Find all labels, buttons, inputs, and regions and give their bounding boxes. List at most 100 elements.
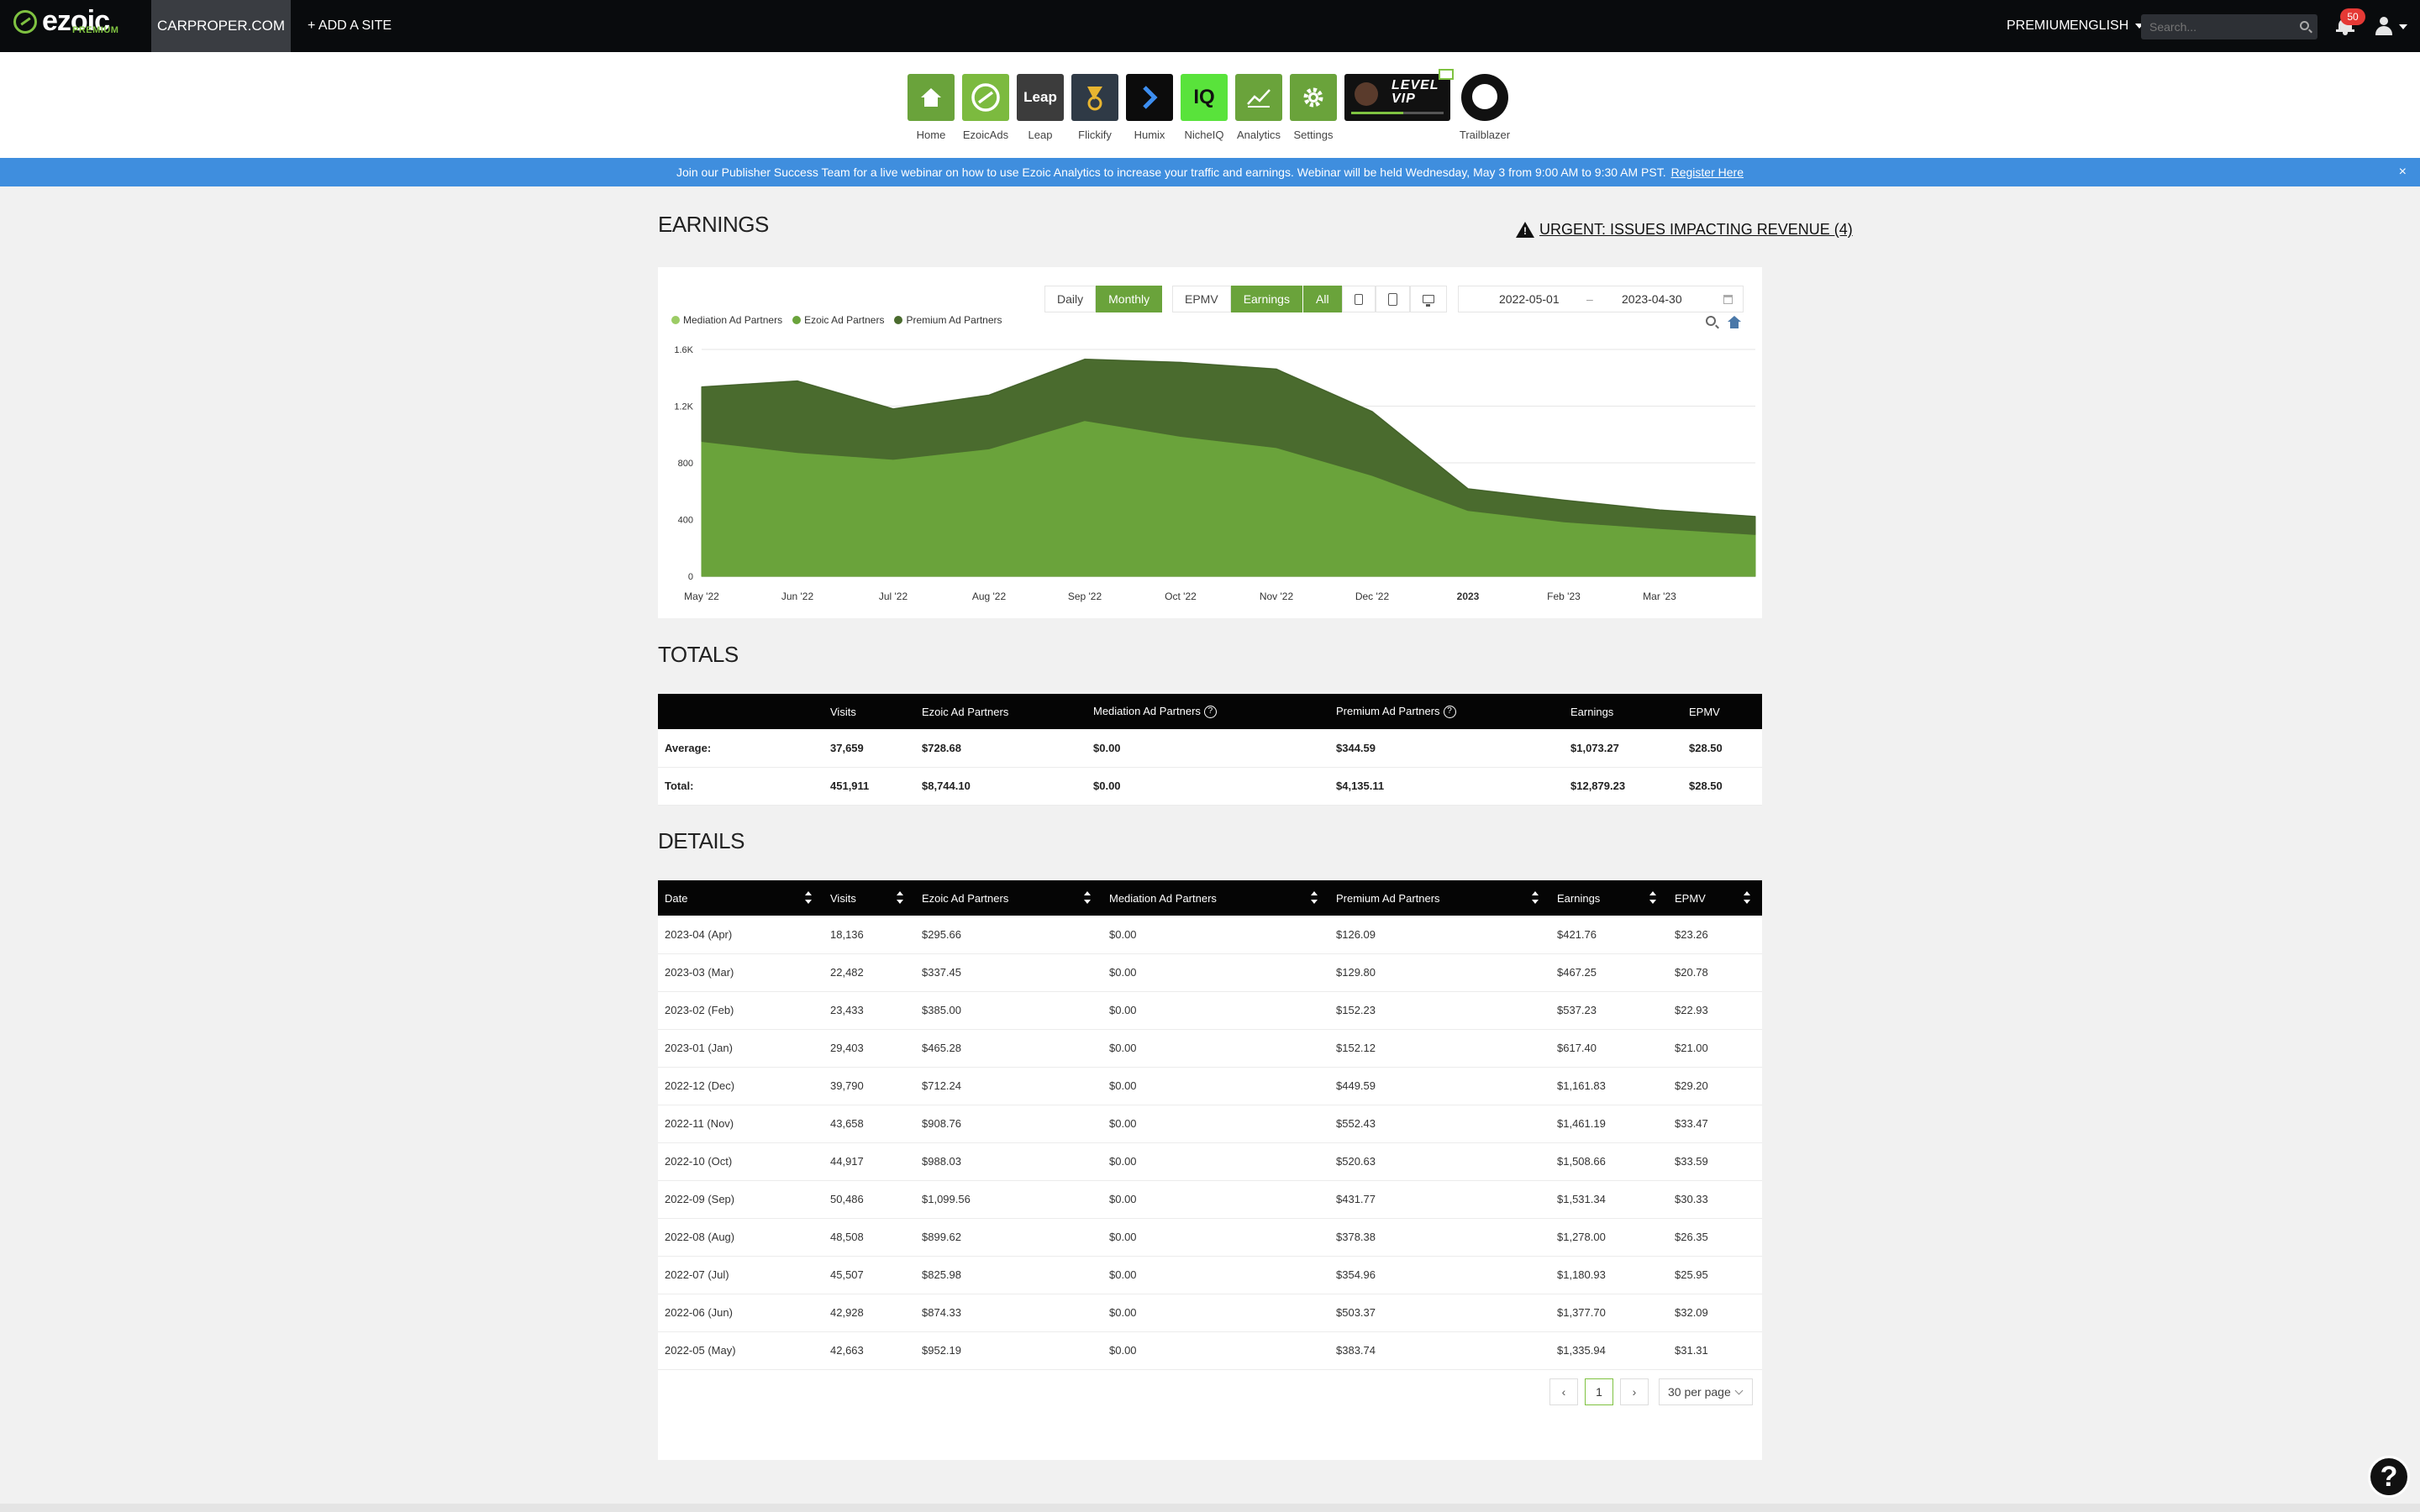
table-cell: $0.00	[1102, 1067, 1329, 1105]
app-ezoicads[interactable]: EzoicAds	[961, 74, 1010, 141]
earnings-button[interactable]: Earnings	[1230, 286, 1302, 312]
tablet-button[interactable]	[1375, 286, 1410, 312]
search-icon[interactable]	[2300, 21, 2309, 30]
vip-level-card[interactable]: LEVEL VIP	[1344, 69, 1454, 121]
per-page-select[interactable]: 30 per page	[1659, 1378, 1753, 1405]
series-line	[701, 358, 1756, 517]
close-icon[interactable]: ×	[2398, 165, 2407, 179]
table-cell: $988.03	[915, 1142, 1102, 1181]
sort-icon[interactable]	[1084, 891, 1091, 905]
sortable-header-ezoic[interactable]: Ezoic Ad Partners	[915, 880, 1102, 916]
site-selector[interactable]: CARPROPER.COM	[151, 0, 291, 52]
monthly-button[interactable]: Monthly	[1096, 286, 1163, 312]
page-1-button[interactable]: 1	[1585, 1378, 1613, 1405]
table-row: 2022-12 (Dec) 39,790 $712.24 $0.00 $449.59 $1…	[658, 1067, 1762, 1105]
mobile-button[interactable]	[1341, 286, 1376, 312]
premium-link[interactable]: PREMIUM	[2007, 18, 2070, 33]
legend-item-ezoic[interactable]: Ezoic Ad Partners	[792, 314, 884, 326]
search-input[interactable]	[2141, 14, 2284, 39]
table-cell: $0.00	[1102, 991, 1329, 1030]
webinar-announcement-banner: Join our Publisher Success Team for a li…	[0, 158, 2420, 186]
sort-icon[interactable]	[897, 891, 903, 905]
table-cell: $449.59	[1329, 1067, 1550, 1105]
table-cell: $537.23	[1550, 991, 1668, 1030]
app-home[interactable]: Home	[907, 74, 955, 141]
table-cell: $908.76	[915, 1105, 1102, 1143]
logo-premium-label: PREMIUM	[72, 25, 119, 35]
user-menu-chevron-icon[interactable]	[2399, 24, 2407, 29]
app-nicheiq[interactable]: IQ NicheIQ	[1180, 74, 1228, 141]
sortable-header-earnings[interactable]: Earnings	[1550, 880, 1668, 916]
ezoic-logo[interactable]: ezoic	[13, 7, 110, 45]
sortable-header-mediation[interactable]: Mediation Ad Partners	[1102, 880, 1329, 916]
date-range-picker[interactable]: 2022-05-01 – 2023-04-30	[1458, 286, 1744, 312]
app-label: Settings	[1293, 129, 1334, 141]
top-navigation-bar: ezoic PREMIUM CARPROPER.COM + ADD A SITE…	[0, 0, 2420, 52]
help-icon[interactable]: ?	[1203, 706, 1217, 719]
sortable-header-visits[interactable]: Visits	[823, 880, 915, 916]
nicheiq-icon: IQ	[1181, 74, 1228, 121]
earnings-area-chart: 0 400 800 1.2K 1.6K May '22 Jun '22 Jul '22 Aug …	[674, 345, 1756, 602]
app-settings[interactable]: Settings	[1289, 74, 1338, 141]
legend-item-mediation[interactable]: Mediation Ad Partners	[671, 314, 782, 326]
table-cell: 2023-01 (Jan)	[658, 1029, 823, 1068]
table-cell: $1,180.93	[1550, 1256, 1668, 1294]
end-date[interactable]: 2023-04-30	[1622, 292, 1682, 306]
analytics-icon	[1235, 74, 1282, 121]
y-tick-label: 800	[678, 459, 693, 469]
legend-item-premium[interactable]: Premium Ad Partners	[894, 314, 1002, 326]
search-box[interactable]	[2141, 14, 2317, 39]
help-button[interactable]: ?	[2368, 1456, 2410, 1498]
user-icon[interactable]	[2375, 17, 2393, 35]
x-tick-label: Jul '22	[879, 591, 908, 602]
start-date[interactable]: 2022-05-01	[1499, 292, 1560, 306]
register-here-link[interactable]: Register Here	[1670, 165, 1744, 179]
sort-icon[interactable]	[805, 891, 812, 905]
sort-icon[interactable]	[1532, 891, 1539, 905]
table-cell: 2023-02 (Feb)	[658, 991, 823, 1030]
table-cell: 29,403	[823, 1029, 915, 1068]
sortable-header-premium[interactable]: Premium Ad Partners	[1329, 880, 1550, 916]
details-table: Date Visits Ezoic Ad Partners Mediation …	[658, 880, 1762, 1370]
table-cell: 42,663	[823, 1331, 915, 1370]
app-humix[interactable]: Humix	[1125, 74, 1174, 141]
reset-zoom-home-icon[interactable]	[1728, 316, 1741, 329]
table-cell: $825.98	[915, 1256, 1102, 1294]
table-cell: 37,659	[823, 729, 915, 768]
epmv-button[interactable]: EPMV	[1172, 286, 1231, 312]
all-devices-button[interactable]: All	[1303, 286, 1342, 312]
table-cell: $4,135.11	[1329, 767, 1564, 806]
sortable-header-date[interactable]: Date	[658, 880, 823, 916]
details-title: DETAILS	[658, 828, 744, 853]
app-trailblazer[interactable]: Trailblazer	[1460, 74, 1510, 141]
sort-icon[interactable]	[1649, 891, 1656, 905]
table-cell: 451,911	[823, 767, 915, 806]
table-row: 2022-07 (Jul) 45,507 $825.98 $0.00 $354.96 $1…	[658, 1256, 1762, 1294]
app-analytics[interactable]: Analytics	[1234, 74, 1283, 141]
totals-header: EPMV	[1682, 694, 1762, 729]
sortable-header-epmv[interactable]: EPMV	[1668, 880, 1762, 916]
previous-page-button[interactable]: ‹	[1549, 1378, 1578, 1405]
banner-text: Join our Publisher Success Team for a li…	[676, 165, 1666, 179]
notification-count-badge[interactable]: 50	[2340, 8, 2365, 25]
next-page-button[interactable]: ›	[1620, 1378, 1649, 1405]
envelope-icon[interactable]	[1439, 69, 1454, 80]
details-table-card: Date Visits Ezoic Ad Partners Mediation …	[658, 880, 1762, 1460]
zoom-icon[interactable]	[1706, 316, 1716, 326]
app-leap[interactable]: Leap Leap	[1016, 74, 1065, 141]
table-cell: Total:	[658, 767, 823, 806]
help-icon[interactable]: ?	[1443, 706, 1456, 719]
calendar-icon[interactable]	[1723, 295, 1733, 304]
language-selector[interactable]: ENGLISH	[2070, 0, 2144, 52]
app-flickify[interactable]: Flickify	[1071, 74, 1119, 141]
chevron-down-icon	[2135, 24, 2144, 29]
urgent-issues-link[interactable]: URGENT: ISSUES IMPACTING REVENUE (4)	[1516, 221, 1853, 239]
add-site-link[interactable]: + ADD A SITE	[308, 18, 392, 33]
table-cell: $1,161.83	[1550, 1067, 1668, 1105]
app-label: Flickify	[1078, 129, 1112, 141]
sort-icon[interactable]	[1744, 891, 1750, 905]
desktop-icon	[1422, 295, 1434, 307]
sort-icon[interactable]	[1311, 891, 1318, 905]
desktop-button[interactable]	[1409, 286, 1447, 312]
daily-button[interactable]: Daily	[1044, 286, 1097, 312]
